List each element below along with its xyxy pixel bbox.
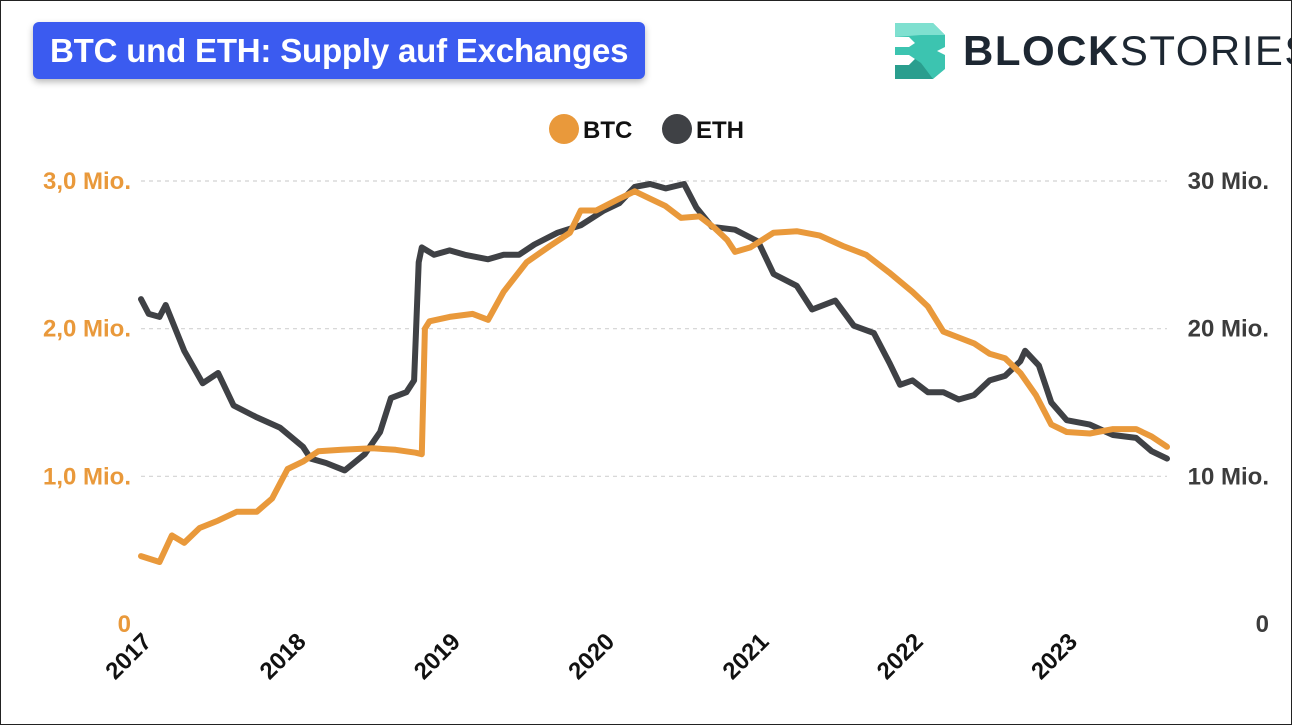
y-right-tick-label: 20 Mio. (1188, 316, 1269, 343)
legend-marker-eth (662, 114, 692, 144)
chart-title: BTC und ETH: Supply auf Exchanges (50, 31, 629, 69)
blockstories-logo: BLOCKSTORIES (891, 21, 1291, 81)
legend-label-eth: ETH (696, 117, 744, 144)
grid-lines (141, 180, 1167, 477)
brand-wordmark: BLOCKSTORIES (963, 27, 1291, 75)
x-tick-label: 2017 (100, 628, 157, 685)
x-axis: 2017 2018 2019 2020 2021 2022 2023 (100, 628, 1083, 685)
legend: BTC ETH (549, 114, 744, 144)
brand-light: STORIES (1119, 27, 1291, 74)
blockstories-logo-icon (895, 23, 945, 79)
legend-marker-btc (549, 114, 579, 144)
y-left-tick-label: 1,0 Mio. (43, 463, 131, 490)
x-tick-label: 2018 (255, 628, 312, 685)
x-tick-label: 2021 (718, 628, 775, 685)
brand-bold: BLOCK (963, 27, 1120, 74)
y-axis-left: 0 1,0 Mio. 2,0 Mio. 3,0 Mio. (43, 168, 131, 638)
y-left-tick-label: 0 (118, 611, 131, 638)
series-line-eth (138, 181, 1170, 474)
x-tick-label: 2020 (563, 628, 620, 685)
y-left-tick-label: 3,0 Mio. (43, 168, 131, 195)
x-tick-label: 2022 (872, 628, 929, 685)
y-left-tick-label: 2,0 Mio. (43, 316, 131, 343)
series-lines (138, 181, 1170, 565)
y-right-tick-label: 10 Mio. (1188, 463, 1269, 490)
y-axis-right: 0 10 Mio. 20 Mio. 30 Mio. (1188, 168, 1269, 638)
y-right-tick-label: 0 (1256, 611, 1269, 638)
x-tick-label: 2023 (1026, 628, 1083, 685)
legend-label-btc: BTC (583, 117, 632, 144)
y-right-tick-label: 30 Mio. (1188, 168, 1269, 195)
x-tick-label: 2019 (409, 628, 466, 685)
title-banner: BTC und ETH: Supply auf Exchanges (33, 22, 646, 79)
series-line-btc (138, 188, 1170, 565)
